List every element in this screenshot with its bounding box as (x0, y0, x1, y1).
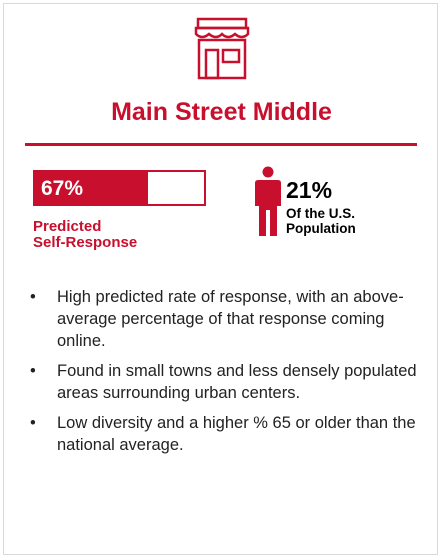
caption-line: Of the U.S. (286, 206, 356, 221)
progress-label: 67% (41, 177, 84, 200)
bullet-item: Low diversity and a higher % 65 or older… (28, 412, 433, 456)
self-response-caption: Predicted Self-Response (33, 219, 137, 251)
bullet-list: High predicted rate of response, with an… (28, 286, 433, 464)
progress-bar: 67% (33, 170, 206, 206)
person-icon (255, 166, 281, 236)
divider (25, 143, 417, 146)
caption-line: Predicted (33, 218, 102, 235)
store-icon (194, 17, 250, 80)
progress-fill (35, 172, 149, 204)
bullet-item: Found in small towns and less densely po… (28, 360, 433, 404)
population-caption: Of the U.S. Population (286, 206, 356, 236)
card (3, 3, 438, 555)
bullet-item: High predicted rate of response, with an… (28, 286, 433, 352)
caption-line: Self-Response (33, 234, 138, 251)
population-pct: 21% (286, 177, 333, 203)
title: Main Street Middle (111, 98, 332, 126)
caption-line: Population (286, 221, 356, 236)
